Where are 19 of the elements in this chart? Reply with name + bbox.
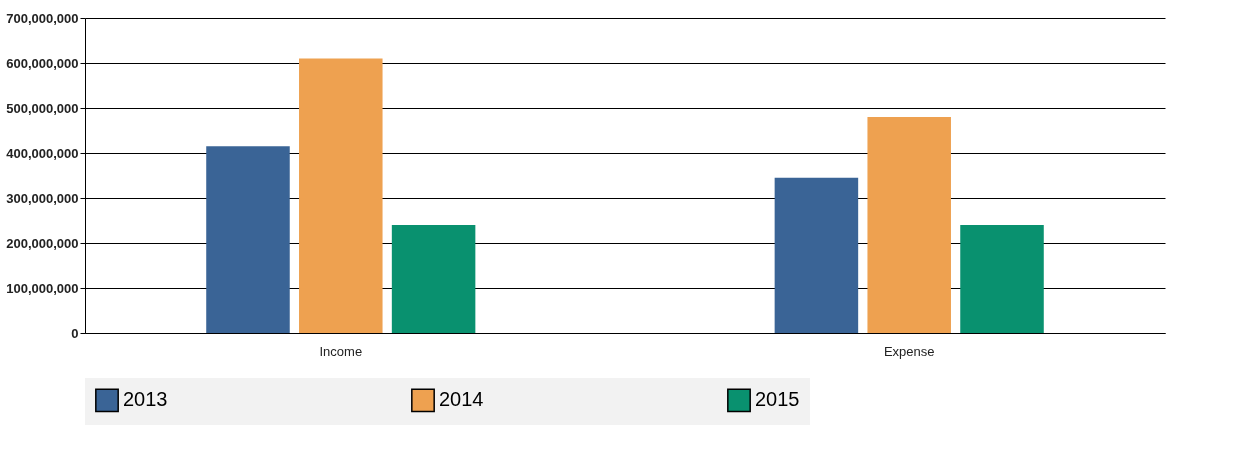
y-tick-label: 600,000,000 [6, 55, 79, 71]
legend-label: 2013 [123, 388, 168, 411]
bar [960, 225, 1044, 333]
bar [206, 146, 290, 333]
y-tick-label: 0 [71, 325, 79, 341]
x-tick-label: Expense [883, 343, 935, 359]
bar [299, 58, 383, 333]
legend-label: 2014 [439, 388, 484, 411]
legend-label: 2015 [755, 388, 800, 411]
bar [391, 225, 476, 333]
y-tick-label: 400,000,000 [6, 145, 79, 161]
y-tick-label: 100,000,000 [6, 280, 79, 296]
bar [774, 177, 859, 333]
x-tick-label: Income [319, 343, 363, 359]
y-tick-label: 200,000,000 [6, 235, 79, 251]
y-tick-label: 300,000,000 [6, 190, 79, 206]
bar [867, 117, 951, 333]
y-tick-label: 700,000,000 [6, 10, 79, 26]
y-tick-label: 500,000,000 [6, 100, 79, 116]
